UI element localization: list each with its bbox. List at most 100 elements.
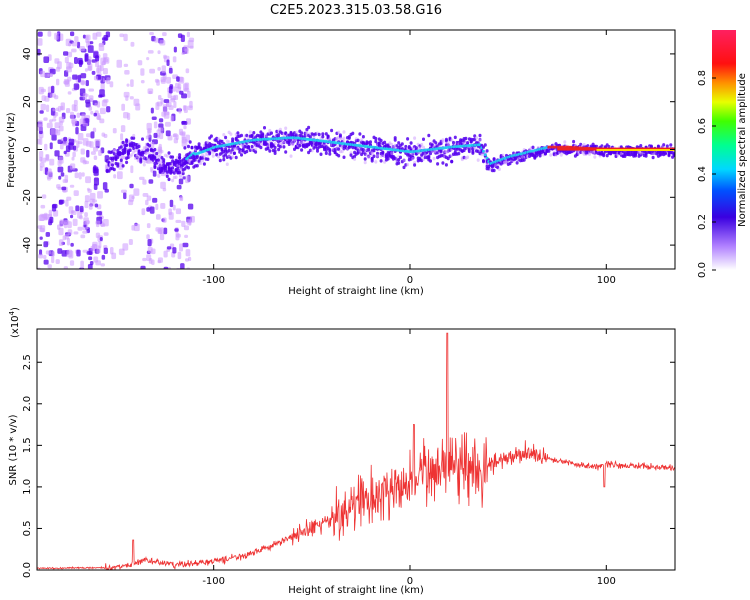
spectrogram-cell	[71, 48, 77, 53]
spectrogram-cell	[38, 253, 44, 259]
spectrogram-cell	[66, 237, 70, 246]
spectrogram-cell	[165, 121, 171, 127]
snr-y-tick-label: 1.0	[22, 479, 33, 495]
spectrogram-cell	[173, 101, 177, 108]
spectrogram-cell	[93, 146, 99, 152]
spectrogram-cell	[77, 226, 83, 231]
spectrogram-cell	[71, 156, 75, 161]
spectrogram-cell	[247, 145, 250, 149]
spectrogram-cell	[125, 139, 129, 144]
spectrogram-cell	[148, 90, 153, 95]
spectrogram-cell	[84, 160, 90, 165]
spectrogram-cell	[171, 166, 175, 170]
spectrogram-cell	[51, 255, 55, 264]
spectrogram-cell	[39, 150, 44, 158]
spectrogram-cell	[153, 147, 157, 152]
spectrogram-y-ticks: -40 -20 0 20 40	[22, 48, 675, 253]
spectrogram-cell	[100, 83, 105, 91]
spectrogram-cell	[337, 130, 341, 135]
spectrogram-cell	[76, 249, 81, 257]
spectrogram-cell	[181, 220, 186, 228]
spectrogram-cell	[57, 61, 62, 70]
spectrogram-cell	[358, 132, 362, 136]
spectrogram-cell	[63, 266, 68, 269]
spectrogram-cell	[121, 103, 126, 111]
spectrogram-cell	[158, 118, 164, 123]
spectrogram-cell	[137, 144, 141, 149]
spectrogram-cell	[84, 195, 90, 203]
spectrogram-cell	[206, 157, 210, 161]
spectrogram-cell	[37, 267, 41, 269]
spectrogram-cell	[291, 142, 295, 147]
spectrogram-cell	[413, 136, 417, 140]
spectrogram-cell	[185, 258, 190, 262]
spectrogram-cell	[80, 73, 87, 79]
spectrogram-cell	[128, 194, 135, 202]
spectrogram-cell	[66, 66, 72, 73]
spectrogram-cell	[88, 106, 93, 111]
spectrogram-cell	[87, 65, 92, 71]
spectrogram-cell	[149, 68, 156, 74]
spectrogram-cell	[72, 151, 76, 158]
snr-x-axis-label: Height of straight line (km)	[288, 585, 424, 596]
spectrogram-cell	[65, 199, 69, 207]
spectrogram-cell	[153, 165, 157, 170]
spectrogram-cell	[342, 130, 346, 134]
spectrogram-cell	[84, 220, 91, 224]
spectrogram-cell	[390, 151, 394, 155]
spectrogram-cell	[397, 158, 401, 162]
snr-plot-area	[37, 329, 675, 570]
spectrogram-cell	[181, 120, 187, 124]
spectrogram-cell	[130, 41, 135, 47]
spectrogram-cell	[86, 149, 90, 158]
spectrogram-cell	[160, 149, 164, 154]
spectrogram-cell	[116, 162, 120, 166]
spectrogram-cell	[93, 177, 100, 186]
spectrogram-cell	[112, 152, 116, 156]
spectrogram-cell	[43, 117, 48, 121]
spectrogram-cell	[167, 151, 171, 155]
colorbar-tick-label: 0.4	[697, 166, 708, 182]
spectrogram-cell	[324, 151, 328, 155]
spectrogram-cell	[76, 140, 80, 148]
spectrogram-cell	[444, 163, 448, 167]
spectrogram-cell	[386, 157, 390, 161]
spectrogram-cell	[190, 145, 194, 150]
spectrogram-cell	[140, 68, 145, 76]
spectrogram-cell	[422, 145, 425, 150]
spectrogram-cell	[123, 33, 128, 42]
spectrogram-cell	[70, 111, 75, 120]
spectrogram-cell	[137, 60, 143, 66]
spectrogram-cell	[250, 144, 254, 149]
spectrogram-cell	[667, 153, 671, 158]
spectrogram-cell	[651, 155, 655, 160]
spectrogram-cell	[47, 73, 54, 77]
spectrogram-cell	[103, 247, 108, 255]
spectrogram-cell	[522, 158, 526, 162]
spectrogram-cell	[92, 127, 97, 133]
spectrogram-cell	[129, 183, 134, 189]
spectrogram-cell	[220, 139, 224, 144]
spectrogram-cell	[441, 138, 445, 142]
spectrogram-cell	[97, 204, 102, 210]
spectrogram-cell	[175, 208, 182, 215]
spectrogram-cell	[165, 130, 171, 137]
spectrogram-cell	[190, 161, 194, 165]
spectrogram-cell	[147, 246, 153, 253]
spectrogram-cell	[39, 249, 43, 256]
spectrogram-cell	[141, 208, 146, 216]
snr-y-tick-label: 0.0	[22, 562, 33, 578]
spectrogram-cell	[179, 196, 184, 202]
spectrogram-cell	[273, 141, 277, 146]
spectrogram-cell	[538, 154, 542, 158]
spectrogram-cell	[129, 96, 134, 100]
spectrogram-cell	[427, 133, 431, 138]
spectrogram-cell	[81, 79, 85, 86]
spectrogram-cell	[173, 46, 177, 53]
spectrogram-cell	[102, 68, 108, 75]
spectrogram-cell	[111, 163, 114, 167]
spectrogram-cell	[133, 223, 140, 232]
spectrogram-cell	[73, 105, 78, 112]
spectrogram-cell	[98, 42, 104, 48]
spectrogram-cell	[172, 86, 176, 92]
